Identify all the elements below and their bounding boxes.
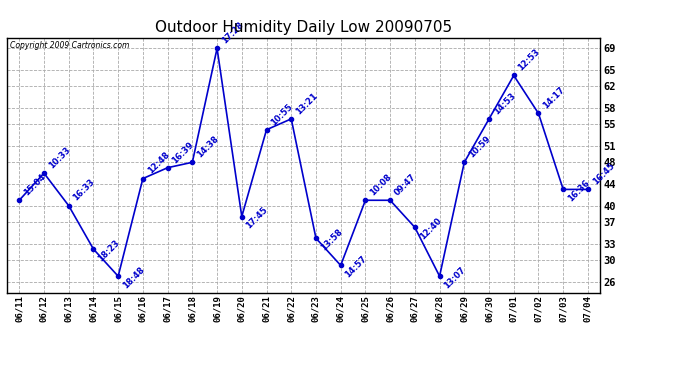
Text: 12:48: 12:48 bbox=[146, 150, 171, 176]
Text: 13:21: 13:21 bbox=[294, 91, 319, 116]
Text: 16:33: 16:33 bbox=[72, 178, 97, 203]
Text: 10:55: 10:55 bbox=[269, 102, 295, 127]
Text: 10:59: 10:59 bbox=[467, 134, 492, 159]
Text: 16:36: 16:36 bbox=[566, 178, 591, 203]
Text: 13:58: 13:58 bbox=[319, 227, 344, 252]
Text: 09:47: 09:47 bbox=[393, 172, 418, 198]
Text: 14:17: 14:17 bbox=[541, 86, 566, 111]
Text: 12:53: 12:53 bbox=[517, 47, 542, 73]
Text: 10:08: 10:08 bbox=[368, 172, 393, 198]
Text: 17:45: 17:45 bbox=[244, 205, 270, 230]
Title: Outdoor Humidity Daily Low 20090705: Outdoor Humidity Daily Low 20090705 bbox=[155, 20, 452, 35]
Text: 13:07: 13:07 bbox=[442, 265, 467, 290]
Text: 14:53: 14:53 bbox=[492, 91, 517, 116]
Text: 10:33: 10:33 bbox=[47, 145, 72, 170]
Text: 17:28: 17:28 bbox=[220, 20, 245, 46]
Text: 16:39: 16:39 bbox=[170, 140, 195, 165]
Text: 18:48: 18:48 bbox=[121, 265, 146, 290]
Text: 14:57: 14:57 bbox=[344, 254, 368, 279]
Text: Copyright 2009 Cartronics.com: Copyright 2009 Cartronics.com bbox=[10, 41, 129, 50]
Text: 14:38: 14:38 bbox=[195, 134, 220, 159]
Text: 12:40: 12:40 bbox=[417, 216, 443, 241]
Text: 15:04: 15:04 bbox=[22, 172, 48, 198]
Text: 16:45: 16:45 bbox=[591, 161, 616, 187]
Text: 18:23: 18:23 bbox=[96, 238, 121, 263]
